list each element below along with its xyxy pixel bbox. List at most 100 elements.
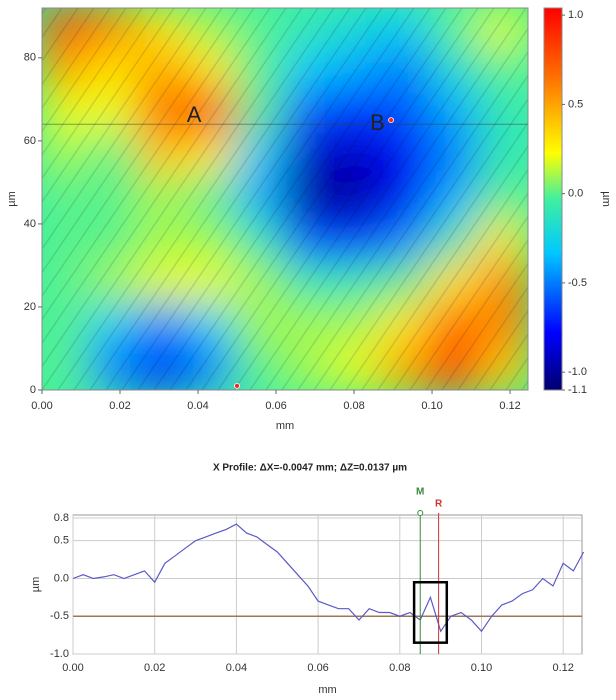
surface: [42, 8, 528, 390]
texture: [42, 8, 143, 157]
x-tick-label: 0.12: [552, 662, 573, 674]
texture: [73, 8, 335, 390]
y-tick-label: 60: [24, 135, 36, 147]
texture: [217, 8, 479, 390]
colorbar-label: µm: [600, 191, 612, 207]
texture: [169, 8, 431, 390]
texture: [393, 191, 528, 390]
x-tick-label: 0.06: [307, 662, 328, 674]
surface-cell: [234, 218, 287, 265]
texture: [377, 168, 528, 390]
surface-cell: [42, 8, 93, 53]
texture: [89, 8, 351, 390]
surface-cell: [331, 90, 385, 138]
surface-cell: [283, 218, 336, 265]
texture: [249, 8, 511, 390]
surface-cell: [185, 260, 239, 308]
texture: [57, 8, 319, 390]
x-axis-label: mm: [318, 684, 336, 696]
cursor-label: R: [435, 499, 443, 510]
texture: [297, 50, 528, 390]
surface-cell: [331, 8, 385, 53]
x-tick-label: 0.08: [389, 662, 410, 674]
x-tick-label: 0.12: [499, 400, 520, 412]
y-tick-label: -1.0: [50, 648, 69, 660]
surface-cell: [137, 260, 190, 308]
x-tick-label: 0.10: [471, 662, 492, 674]
texture: [42, 8, 207, 251]
surface-cell: [137, 218, 190, 265]
surface-cell: [283, 48, 336, 95]
texture: [233, 8, 495, 390]
surface-cell: [234, 303, 287, 350]
surface-cell: [477, 260, 528, 308]
surface-cell: [283, 303, 336, 350]
texture: [42, 8, 303, 390]
x-tick-label: 0.00: [62, 662, 83, 674]
surface-cell: [477, 218, 528, 265]
surface-cell: [331, 345, 385, 390]
surface-cell: [88, 90, 142, 138]
surface-cell: [88, 8, 142, 53]
surface-cell: [331, 48, 385, 95]
surface-cell: [380, 133, 433, 180]
surface-cell: [185, 90, 239, 138]
texture: [201, 8, 463, 390]
texture: [42, 8, 223, 274]
surface-cell: [331, 133, 385, 180]
marker-point: [388, 117, 394, 124]
colorbar-tick-label: 0.0: [568, 188, 583, 200]
x-tick-label: 0.08: [343, 400, 364, 412]
image-frame: [41, 7, 529, 391]
x-tick-label: 0.02: [109, 400, 130, 412]
texture: [42, 8, 255, 321]
surface-cell: [42, 260, 93, 308]
surface-cell: [42, 345, 93, 390]
surface-cell: [185, 345, 239, 390]
texture: [42, 8, 95, 86]
surface-cell: [428, 260, 482, 308]
surface-cell: [331, 303, 385, 350]
surface-cell: [137, 90, 190, 138]
surface-cell: [234, 48, 287, 95]
y-axis-label: µm: [30, 577, 42, 593]
colorbar-tick-label: -1.1: [568, 384, 587, 396]
texture: [473, 309, 528, 390]
surface-cell: [428, 48, 482, 95]
surface-cell: [283, 260, 336, 308]
surface-cell: [477, 303, 528, 350]
colorbar: [543, 7, 563, 391]
surface-cell: [428, 133, 482, 180]
surface-cell: [477, 90, 528, 138]
texture: [42, 8, 191, 227]
y-axis-label: µm: [6, 191, 18, 207]
texture: [137, 8, 399, 390]
surface-cell: [283, 345, 336, 390]
surface-cell: [234, 8, 287, 53]
y-tick-label: 80: [24, 52, 36, 64]
surface-cell: [42, 175, 93, 223]
chart-title: X Profile: ΔX=-0.0047 mm; ΔZ=0.0137 µm: [213, 463, 407, 474]
surface-cell: [380, 260, 433, 308]
surface-cell: [137, 303, 190, 350]
texture: [425, 238, 528, 390]
y-tick-label: 20: [24, 301, 36, 313]
surface-cell: [477, 175, 528, 223]
surface-cell: [428, 345, 482, 390]
y-tick-label: 0.5: [54, 535, 69, 547]
surface-cell: [185, 133, 239, 180]
texture: [185, 8, 447, 390]
texture: [42, 8, 127, 133]
x-tick-label: 0.06: [265, 400, 286, 412]
y-tick-label: 40: [24, 218, 36, 230]
texture: [42, 8, 159, 180]
annotation: A: [187, 102, 202, 127]
surface-cell: [283, 8, 336, 53]
surface-cell: [185, 303, 239, 350]
texture: [42, 8, 287, 368]
surface-cell: [477, 8, 528, 53]
surface-cell: [477, 133, 528, 180]
surface-cell: [380, 90, 433, 138]
surface-cell: [380, 218, 433, 265]
